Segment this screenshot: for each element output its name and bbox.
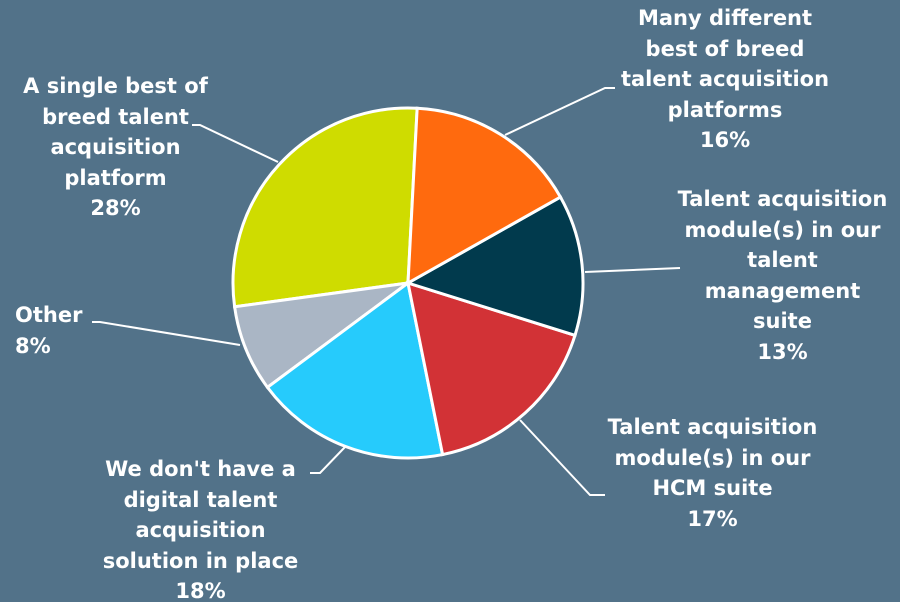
pie-slice bbox=[406, 280, 577, 457]
slice-label: Talent acquisition module(s) in our tale… bbox=[675, 184, 890, 367]
value-label: 17% bbox=[687, 506, 738, 531]
slice-label: We don't have a digital talent acquisiti… bbox=[88, 454, 313, 602]
leader-line bbox=[92, 321, 241, 346]
category-label: Other bbox=[15, 303, 83, 327]
pie-slice bbox=[231, 106, 419, 309]
category-label: Talent acquisition module(s) in our HCM … bbox=[607, 415, 818, 500]
slice-label: A single best of breed talent acquisitio… bbox=[8, 71, 223, 224]
value-label: 28% bbox=[90, 196, 141, 220]
value-label: 16% bbox=[699, 128, 751, 152]
slice-label: Other 8% bbox=[15, 300, 105, 361]
slice-label: Talent acquisition module(s) in our HCM … bbox=[600, 412, 825, 534]
value-label: 8% bbox=[15, 333, 51, 358]
category-label: Many different best of breed talent acqu… bbox=[620, 6, 830, 122]
pie-slice bbox=[406, 106, 563, 286]
category-label: A single best of breed talent acquisitio… bbox=[23, 74, 208, 190]
leader-line bbox=[192, 124, 279, 163]
pie-slice bbox=[404, 195, 585, 338]
value-label: 13% bbox=[757, 339, 808, 364]
leader-line bbox=[504, 87, 615, 136]
leader-line bbox=[310, 446, 346, 474]
category-label: Talent acquisition module(s) in our tale… bbox=[677, 187, 888, 333]
leader-line bbox=[584, 267, 681, 273]
slice-label: Many different best of breed talent acqu… bbox=[610, 3, 840, 156]
value-label: 18% bbox=[175, 579, 226, 602]
category-label: We don't have a digital talent acquisiti… bbox=[102, 457, 299, 573]
pie-slice bbox=[265, 280, 445, 460]
leader-lines bbox=[92, 87, 681, 496]
leader-line bbox=[519, 419, 605, 496]
